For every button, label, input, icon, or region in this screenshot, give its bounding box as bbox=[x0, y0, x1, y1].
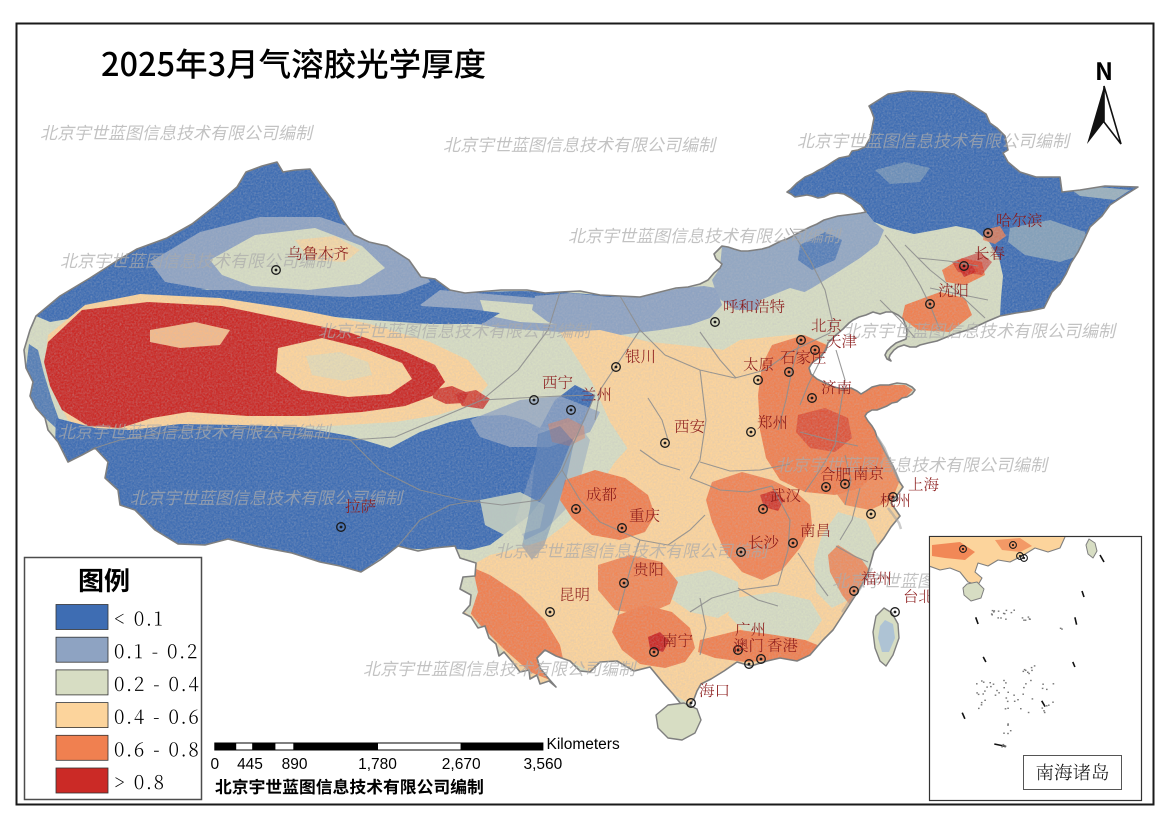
svg-text:2,670: 2,670 bbox=[442, 756, 481, 773]
svg-text:1,780: 1,780 bbox=[358, 756, 397, 773]
svg-text:445: 445 bbox=[237, 756, 263, 773]
svg-text:3,560: 3,560 bbox=[524, 756, 563, 773]
svg-text:890: 890 bbox=[282, 756, 308, 773]
svg-text:0: 0 bbox=[210, 756, 219, 773]
svg-text:Kilometers: Kilometers bbox=[547, 736, 620, 753]
